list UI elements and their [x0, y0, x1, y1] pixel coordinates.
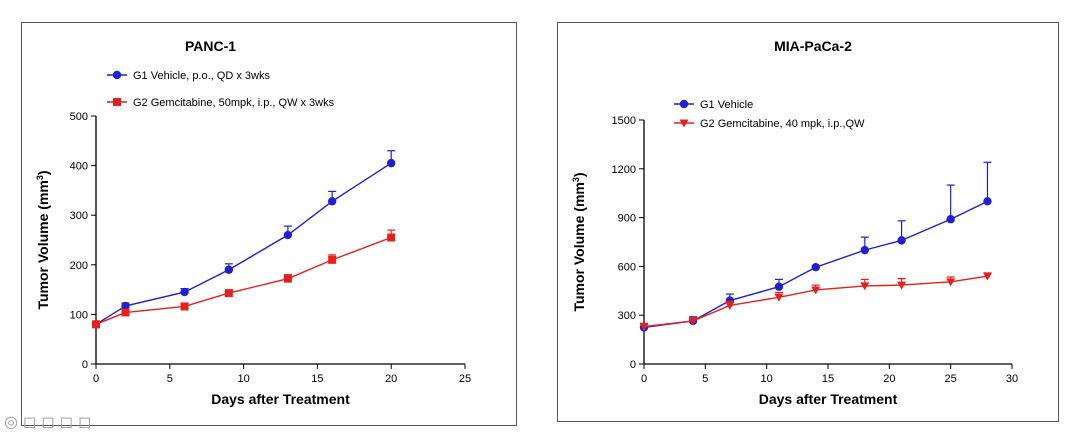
data-point: [774, 293, 784, 302]
data-point: [180, 302, 189, 311]
y-tick-label: 600: [618, 261, 636, 273]
y-tick-label: 300: [618, 310, 636, 322]
y-tick-label: 200: [70, 260, 88, 272]
legend-marker: [679, 119, 689, 128]
y-tick-label: 0: [630, 359, 636, 371]
legend-label: G2 Gemcitabine, 40 mpk, i.p.,QW: [700, 118, 865, 130]
data-point: [387, 158, 396, 168]
data-point: [283, 274, 292, 283]
x-tick-label: 0: [641, 373, 647, 385]
y-tick-label: 1500: [612, 115, 636, 127]
data-point: [224, 289, 233, 298]
legend-marker: [113, 98, 121, 106]
data-point: [725, 301, 735, 310]
series-line: [95, 236, 392, 325]
chart-svg-panc1: PANC-1 0 5 10 15 20 25 0 100 200 300 400 500 Days aft…: [35, 38, 471, 407]
y-tick-label: 900: [618, 213, 636, 225]
chart-title: MIA-PaCa-2: [774, 38, 852, 54]
data-point: [983, 197, 992, 206]
y-axis-title: Tumor Volume (mm3): [571, 172, 587, 311]
data-point: [327, 197, 337, 206]
x-tick-label: 5: [167, 373, 173, 385]
x-tick-label: 0: [93, 373, 99, 385]
data-point: [774, 282, 784, 291]
chart-title: PANC-1: [185, 38, 236, 54]
legend-marker: [679, 99, 689, 109]
data-point: [860, 282, 870, 291]
data-point: [92, 320, 100, 329]
data-point: [897, 236, 906, 245]
data-point: [283, 230, 293, 240]
x-axis-title: Days after Treatment: [211, 391, 350, 407]
x-tick-label: 5: [702, 373, 708, 385]
y-tick-label: 1200: [612, 164, 636, 176]
data-point: [387, 233, 396, 242]
legend-label: G1 Vehicle: [700, 99, 753, 111]
legend-label: G2 Gemcitabine, 50mpk, i.p., QW x 3wks: [133, 97, 335, 109]
data-point: [811, 286, 821, 295]
y-tick-label: 0: [82, 359, 88, 371]
x-tick-label: 25: [945, 373, 957, 385]
legend-label: G1 Vehicle, p.o., QD x 3wks: [133, 70, 270, 82]
data-point: [121, 301, 130, 311]
x-tick-label: 10: [761, 373, 773, 385]
x-tick-label: 30: [1006, 373, 1018, 385]
data-point: [180, 287, 189, 297]
data-point: [897, 281, 907, 290]
y-tick-label: 400: [70, 161, 88, 173]
chart-panel-miapaca2: MIA-PaCa-2 0 5 10 15 20 25 30 0 300 600 900 1200 1500…: [557, 22, 1059, 422]
x-tick-label: 10: [237, 373, 249, 385]
y-axis-title: Tumor Volume (mm3): [35, 170, 51, 309]
x-tick-label: 15: [822, 373, 834, 385]
data-point: [328, 255, 337, 264]
data-point: [688, 317, 698, 326]
x-axis-title: Days after Treatment: [759, 391, 898, 407]
data-point: [946, 215, 955, 224]
footer-logo: ◎ ◻ ◻ ◻ ◻: [4, 412, 92, 431]
series-line: [95, 162, 392, 325]
data-point: [639, 323, 649, 332]
data-point: [224, 265, 234, 274]
x-tick-label: 20: [883, 373, 895, 385]
data-point: [982, 272, 992, 281]
legend-marker: [112, 70, 122, 80]
x-tick-label: 15: [311, 373, 323, 385]
data-point: [860, 245, 869, 255]
data-point: [946, 278, 956, 287]
chart-panel-panc1: PANC-1 0 5 10 15 20 25 0 100 200 300 400 500 Days aft…: [21, 22, 517, 426]
data-point: [811, 263, 820, 272]
y-tick-label: 100: [70, 309, 88, 321]
chart-svg-miapaca2: MIA-PaCa-20 5 10 15 20 25 30030060090012001500…: [571, 38, 1018, 407]
x-tick-label: 20: [385, 373, 397, 385]
x-tick-label: 25: [459, 373, 471, 385]
data-point: [121, 308, 130, 317]
y-tick-label: 300: [70, 210, 88, 222]
y-tick-label: 500: [70, 111, 88, 123]
